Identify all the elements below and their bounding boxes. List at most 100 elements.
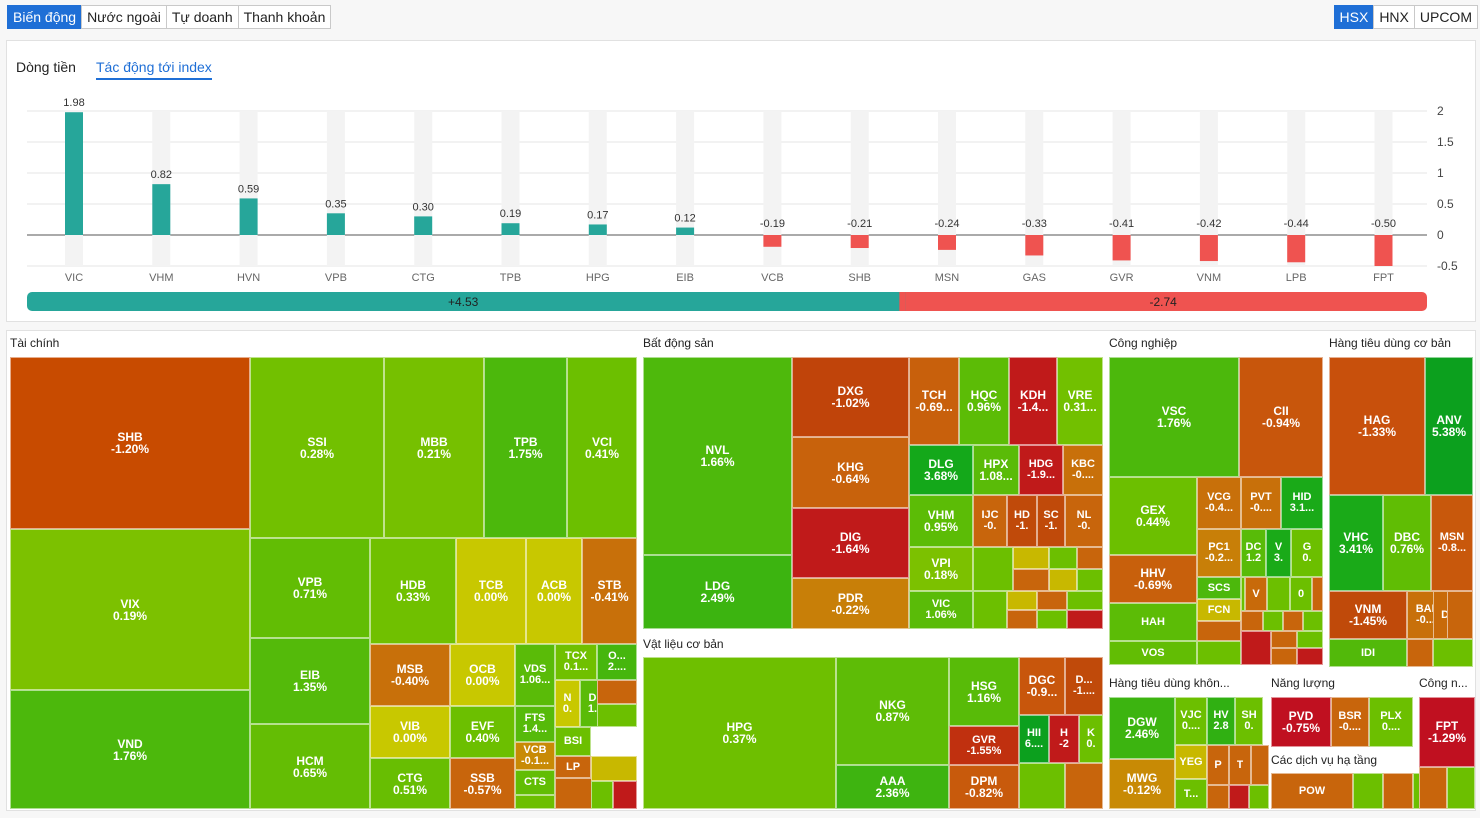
heatmap-tile-small[interactable] bbox=[1312, 577, 1323, 611]
heatmap-tile-hid[interactable]: HID 3.1... bbox=[1281, 477, 1323, 529]
heatmap-tile-hah[interactable]: HAH bbox=[1109, 603, 1197, 641]
heatmap-tile-small[interactable] bbox=[1271, 631, 1297, 648]
heatmap-tile-mbb[interactable]: MBB 0.21% bbox=[384, 357, 484, 538]
heatmap-tile-kdh[interactable]: KDH -1.4... bbox=[1009, 357, 1057, 445]
heatmap-tile-vnd[interactable]: VND 1.76% bbox=[10, 690, 250, 809]
heatmap-tile-stb[interactable]: STB -0.41% bbox=[582, 538, 637, 644]
heatmap-tile-n[interactable]: N 0. bbox=[555, 680, 580, 727]
heatmap-tile-small[interactable] bbox=[1267, 577, 1290, 611]
heatmap-tile-small[interactable] bbox=[1207, 785, 1229, 809]
heatmap-tile-small[interactable] bbox=[1007, 610, 1037, 629]
heatmap-tile-small[interactable] bbox=[1019, 763, 1065, 809]
heatmap-tile-pow[interactable]: POW bbox=[1271, 773, 1353, 809]
heatmap-tile-tcb[interactable]: TCB 0.00% bbox=[456, 538, 526, 644]
heatmap-tile-small[interactable] bbox=[1197, 641, 1241, 665]
heatmap-tile-small[interactable] bbox=[1067, 591, 1103, 610]
heatmap-tile-aaa[interactable]: AAA 2.36% bbox=[836, 765, 949, 809]
heatmap-tile-bsr[interactable]: BSR -0.... bbox=[1331, 697, 1369, 747]
heatmap-tile-g[interactable]: G 0. bbox=[1291, 529, 1323, 577]
heatmap-tile-dig[interactable]: DIG -1.64% bbox=[792, 508, 909, 578]
heatmap-tile-vcb[interactable]: VCB -0.1... bbox=[515, 742, 555, 770]
heatmap-tile-v[interactable]: V 3. bbox=[1266, 529, 1291, 577]
tab-tac-dong-index[interactable]: Tác động tới index bbox=[96, 59, 212, 80]
heatmap-tile-small[interactable] bbox=[1013, 547, 1049, 569]
tab-nuoc-ngoai[interactable]: Nước ngoài bbox=[81, 5, 167, 29]
heatmap-tile-small[interactable] bbox=[597, 680, 637, 704]
heatmap-tile-anv[interactable]: ANV 5.38% bbox=[1425, 357, 1473, 495]
heatmap-tile-hag[interactable]: HAG -1.33% bbox=[1329, 357, 1425, 495]
heatmap-tile-vhc[interactable]: VHC 3.41% bbox=[1329, 495, 1383, 591]
heatmap-tile-small[interactable] bbox=[1241, 611, 1263, 631]
heatmap-tile-vix[interactable]: VIX 0.19% bbox=[10, 529, 250, 690]
heatmap-tile-vsc[interactable]: VSC 1.76% bbox=[1109, 357, 1239, 477]
heatmap-tile-k[interactable]: K 0. bbox=[1079, 715, 1103, 763]
heatmap-tile-msn[interactable]: MSN -0.8... bbox=[1431, 495, 1473, 591]
heatmap-tile-hdg[interactable]: HDG -1.9... bbox=[1019, 445, 1063, 495]
heatmap-tile-vpi[interactable]: VPI 0.18% bbox=[909, 547, 973, 591]
heatmap-tile-small[interactable] bbox=[515, 795, 555, 809]
heatmap-tile-small[interactable] bbox=[1241, 631, 1271, 665]
heatmap-tile-p[interactable]: P bbox=[1207, 745, 1229, 785]
heatmap-tile-ssb[interactable]: SSB -0.57% bbox=[450, 758, 515, 809]
heatmap-tile-small[interactable] bbox=[591, 756, 637, 781]
heatmap-tile-small[interactable] bbox=[1263, 611, 1283, 631]
heatmap-tile-small[interactable] bbox=[1297, 631, 1323, 648]
heatmap-tile-small[interactable] bbox=[1407, 639, 1433, 667]
heatmap-tile-small[interactable] bbox=[613, 781, 637, 809]
heatmap-tile-vnm[interactable]: VNM -1.45% bbox=[1329, 591, 1407, 639]
heatmap-tile-vos[interactable]: VOS bbox=[1109, 641, 1197, 665]
heatmap-tile-idi[interactable]: IDI bbox=[1329, 639, 1407, 667]
heatmap-tile-evf[interactable]: EVF 0.40% bbox=[450, 706, 515, 758]
heatmap-tile-vpb[interactable]: VPB 0.71% bbox=[250, 538, 370, 638]
tab-bien-dong[interactable]: Biến động bbox=[7, 5, 83, 29]
heatmap-tile-cii[interactable]: CII -0.94% bbox=[1239, 357, 1323, 477]
heatmap-tile-small[interactable] bbox=[1013, 569, 1049, 591]
heatmap-tile-hqc[interactable]: HQC 0.96% bbox=[959, 357, 1009, 445]
heatmap-tile-pvd[interactable]: PVD -0.75% bbox=[1271, 697, 1331, 747]
heatmap-tile-scs[interactable]: SCS bbox=[1197, 577, 1241, 599]
heatmap-tile-small[interactable] bbox=[1303, 611, 1323, 631]
heatmap-tile-small[interactable] bbox=[1271, 648, 1297, 665]
heatmap-tile-bsi[interactable]: BSI bbox=[555, 727, 591, 756]
heatmap-tile-vib[interactable]: VIB 0.00% bbox=[370, 706, 450, 758]
heatmap-tile-small[interactable] bbox=[1067, 610, 1103, 629]
heatmap-tile-yeg[interactable]: YEG bbox=[1175, 745, 1207, 779]
heatmap-tile-small[interactable] bbox=[1229, 785, 1249, 809]
heatmap-tile-dc[interactable]: DC 1.2 bbox=[1241, 529, 1266, 577]
heatmap-tile-t[interactable]: T... bbox=[1175, 779, 1207, 809]
heatmap-tile-d[interactable]: D... -1.... bbox=[1065, 657, 1103, 715]
heatmap-tile-ldg[interactable]: LDG 2.49% bbox=[643, 555, 792, 629]
heatmap-tile-mwg[interactable]: MWG -0.12% bbox=[1109, 759, 1175, 809]
heatmap-tile-nkg[interactable]: NKG 0.87% bbox=[836, 657, 949, 765]
heatmap-tile-hpx[interactable]: HPX 1.08... bbox=[973, 445, 1019, 495]
heatmap-tile-pc1[interactable]: PC1 -0.2... bbox=[1197, 529, 1241, 577]
heatmap-tile-small[interactable] bbox=[1353, 773, 1383, 809]
heatmap-tile-small[interactable] bbox=[1049, 569, 1077, 591]
heatmap-tile-ctg[interactable]: CTG 0.51% bbox=[370, 758, 450, 809]
heatmap-tile-small[interactable] bbox=[1251, 745, 1269, 785]
heatmap-tile-ssi[interactable]: SSI 0.28% bbox=[250, 357, 384, 538]
heatmap-tile-khg[interactable]: KHG -0.64% bbox=[792, 437, 909, 508]
heatmap-tile-small[interactable] bbox=[1383, 773, 1413, 809]
heatmap-tile-vcg[interactable]: VCG -0.4... bbox=[1197, 477, 1241, 529]
heatmap-tile-t[interactable]: T bbox=[1229, 745, 1251, 785]
tab-dong-tien[interactable]: Dòng tiền bbox=[16, 59, 76, 75]
heatmap-tile-hhv[interactable]: HHV -0.69% bbox=[1109, 555, 1197, 603]
heatmap-tile-ijc[interactable]: IJC -0. bbox=[973, 495, 1007, 547]
heatmap-tile-small[interactable] bbox=[1037, 591, 1067, 610]
heatmap-tile-tpb[interactable]: TPB 1.75% bbox=[484, 357, 567, 538]
tab-hsx[interactable]: HSX bbox=[1333, 5, 1375, 29]
tab-tu-doanh[interactable]: Tự doanh bbox=[165, 5, 239, 29]
heatmap-tile-sc[interactable]: SC -1. bbox=[1037, 495, 1065, 547]
heatmap-tile-nl[interactable]: NL -0. bbox=[1065, 495, 1103, 547]
heatmap-tile-small[interactable] bbox=[1065, 763, 1103, 809]
heatmap-tile-h[interactable]: H -2 bbox=[1049, 715, 1079, 763]
heatmap-tile-small[interactable] bbox=[1049, 547, 1077, 569]
heatmap-tile-vci[interactable]: VCI 0.41% bbox=[567, 357, 637, 538]
heatmap-tile-hpg[interactable]: HPG 0.37% bbox=[643, 657, 836, 809]
heatmap-tile-dgw[interactable]: DGW 2.46% bbox=[1109, 697, 1175, 759]
heatmap-tile-ocb[interactable]: OCB 0.00% bbox=[450, 644, 515, 706]
heatmap-tile-msb[interactable]: MSB -0.40% bbox=[370, 644, 450, 706]
heatmap-tile-shb[interactable]: SHB -1.20% bbox=[10, 357, 250, 529]
heatmap-tile-vre[interactable]: VRE 0.31... bbox=[1057, 357, 1103, 445]
